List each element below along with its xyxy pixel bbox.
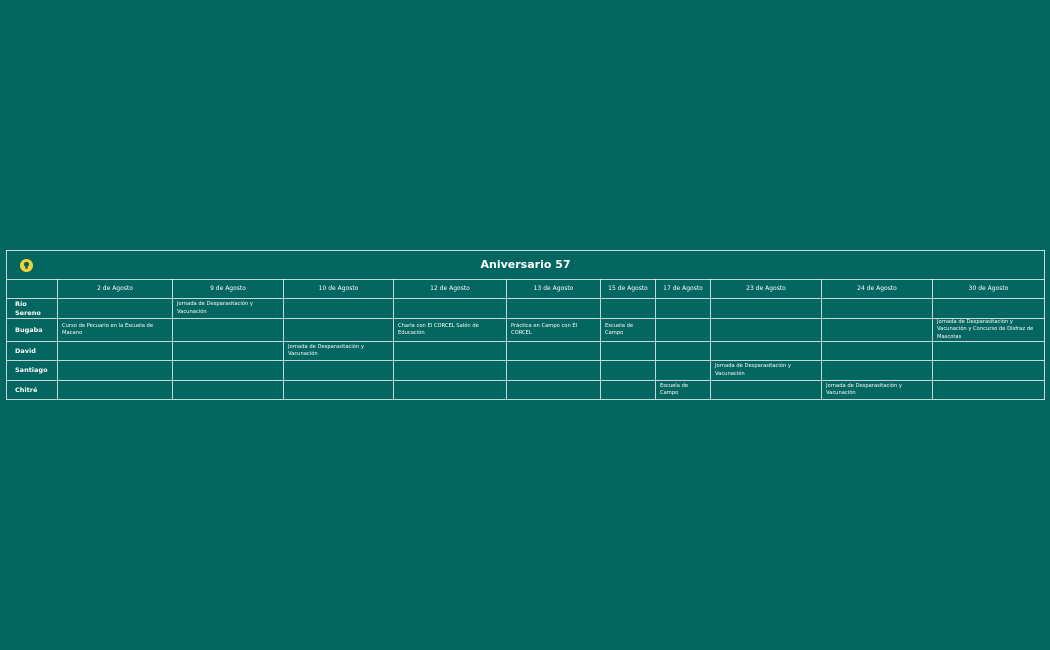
date-header: 23 de Agosto <box>710 279 822 299</box>
row-label: David <box>6 341 58 361</box>
empty-cell <box>655 341 711 361</box>
event-cell: Jornada de Desparasitación y Vacunación <box>710 360 822 381</box>
empty-cell <box>821 341 933 361</box>
date-header: 17 de Agosto <box>655 279 711 299</box>
row-label: Río Sereno <box>6 298 58 319</box>
empty-cell <box>655 318 711 342</box>
title-cell: Aniversario 57 <box>5 250 1046 280</box>
event-cell: Escuela de Campo <box>655 380 711 400</box>
date-header: 30 de Agosto <box>931 279 1046 299</box>
empty-cell <box>57 380 173 400</box>
empty-cell <box>283 380 394 400</box>
date-header: 10 de Agosto <box>283 279 394 299</box>
row: David Jornada de Desparasitación y Vacuna… <box>6 341 1046 361</box>
empty-cell <box>655 360 711 381</box>
empty-cell <box>506 380 601 400</box>
empty-cell <box>172 341 284 361</box>
date-header: 2 de Agosto <box>57 279 173 299</box>
empty-cell <box>710 341 822 361</box>
empty-cell <box>931 298 1046 319</box>
empty-cell <box>710 318 822 342</box>
header-row: 2 de Agosto 9 de Agosto 10 de Agosto 12 de … <box>6 279 1046 299</box>
row: Bugaba Curso de Pecuario en la Escuela de… <box>6 318 1046 342</box>
empty-cell <box>710 298 822 319</box>
table-body: Aniversario 57 2 de Agosto 9 de Agosto 10 … <box>5 250 1046 400</box>
schedule-table: Aniversario 57 2 de Agosto 9 de Agosto 10 … <box>5 250 1046 400</box>
event-cell: Charla con El CORCEL Salón de Educación <box>393 318 507 342</box>
empty-cell <box>283 318 394 342</box>
event-cell: Jornada de Desparasitación y Vacunación <box>172 298 284 319</box>
empty-cell <box>931 360 1046 381</box>
bulb-icon <box>20 259 33 272</box>
empty-cell <box>931 341 1046 361</box>
empty-cell <box>821 318 933 342</box>
empty-cell <box>393 360 507 381</box>
empty-cell <box>172 380 284 400</box>
date-header: 9 de Agosto <box>172 279 284 299</box>
date-header: 24 de Agosto <box>821 279 933 299</box>
empty-cell <box>393 380 507 400</box>
schedule: Aniversario 57 2 de Agosto 9 de Agosto 10 … <box>5 250 1046 400</box>
title-row: Aniversario 57 <box>5 250 1046 280</box>
empty-cell <box>600 360 656 381</box>
empty-cell <box>600 341 656 361</box>
event-cell: Escuela de Campo <box>600 318 656 342</box>
empty-cell <box>655 298 711 319</box>
row-label: Chitré <box>6 380 58 400</box>
date-header: 15 de Agosto <box>600 279 656 299</box>
event-cell: Jornada de Desparasitación y Vacunación <box>821 380 933 400</box>
empty-cell <box>821 360 933 381</box>
empty-cell <box>821 298 933 319</box>
row: Río Sereno Jornada de Desparasitación y V… <box>6 298 1046 319</box>
empty-cell <box>172 318 284 342</box>
empty-cell <box>931 380 1046 400</box>
empty-cell <box>57 341 173 361</box>
event-cell: Jornada de Desparasitación y Vacunación <box>283 341 394 361</box>
date-header: 13 de Agosto <box>506 279 601 299</box>
row: Santiago Jornada de Desparasitación y Vac… <box>6 360 1046 381</box>
event-cell: Curso de Pecuario en la Escuela de Macan… <box>57 318 173 342</box>
event-cell: Jornada de Desparasitación y Vacunación … <box>931 318 1046 342</box>
empty-cell <box>600 380 656 400</box>
date-header: 12 de Agosto <box>393 279 507 299</box>
empty-cell <box>506 341 601 361</box>
title: Aniversario 57 <box>480 257 571 271</box>
empty-cell <box>57 298 173 319</box>
empty-cell <box>393 298 507 319</box>
empty-cell <box>710 380 822 400</box>
empty-cell <box>506 298 601 319</box>
empty-cell <box>506 360 601 381</box>
empty-cell <box>57 360 173 381</box>
event-cell: Práctica en Campo con El CORCEL <box>506 318 601 342</box>
empty-cell <box>172 360 284 381</box>
row-label: Santiago <box>6 360 58 381</box>
empty-cell <box>283 298 394 319</box>
corner-cell <box>6 279 58 299</box>
row: Chitré Escuela de Campo Jornada de Despara… <box>6 380 1046 400</box>
empty-cell <box>600 298 656 319</box>
empty-cell <box>393 341 507 361</box>
row-label: Bugaba <box>6 318 58 342</box>
empty-cell <box>283 360 394 381</box>
